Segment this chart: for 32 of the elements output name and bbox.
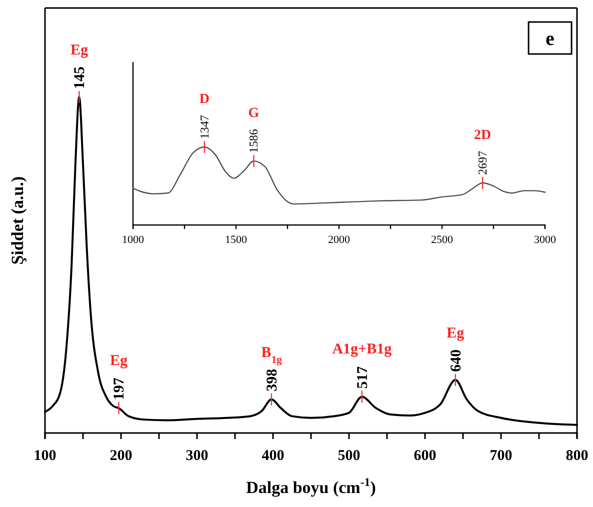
x-tick-label: 200: [110, 448, 132, 464]
x-tick-label: 700: [490, 448, 512, 464]
annotation: Eg: [70, 42, 88, 59]
annotation: 2697: [476, 150, 490, 175]
annotation: 640: [448, 349, 464, 372]
annotation: A1g+B1g: [332, 342, 392, 358]
x-tick-label: 600: [414, 448, 436, 464]
x-tick-label: 3000: [534, 234, 556, 246]
text: e: [546, 28, 555, 50]
x-tick-label: 300: [186, 448, 208, 464]
annotation: D: [199, 92, 210, 108]
x-tick-label: 2000: [328, 234, 350, 246]
annotation: 398: [264, 368, 280, 392]
annotation: 197: [112, 377, 128, 400]
x-tick-label: 1500: [225, 234, 248, 246]
x-tick-label: 400: [262, 448, 284, 464]
annotation: Eg: [446, 325, 465, 342]
x-tick-label: 500: [338, 448, 360, 464]
annotation: G: [248, 106, 260, 122]
annotation: 145: [72, 66, 88, 90]
x-axis-title: Dalga boyu (cm$^{-1}$): [246, 475, 376, 497]
annotation: Eg: [110, 353, 128, 370]
x-tick-label: 100: [34, 448, 56, 464]
annotation: 1586: [246, 129, 261, 154]
annotation: 517: [354, 366, 371, 389]
annotation: 1347: [197, 115, 212, 140]
x-tick-label: 800: [566, 448, 588, 464]
annotation: B$_{1g}$: [261, 344, 282, 366]
x-tick-label: 1000: [122, 234, 144, 246]
x-tick-label: 2500: [431, 234, 454, 246]
y-axis-title: Şiddet (a.u.): [8, 176, 27, 265]
annotation: 2D: [474, 128, 492, 143]
